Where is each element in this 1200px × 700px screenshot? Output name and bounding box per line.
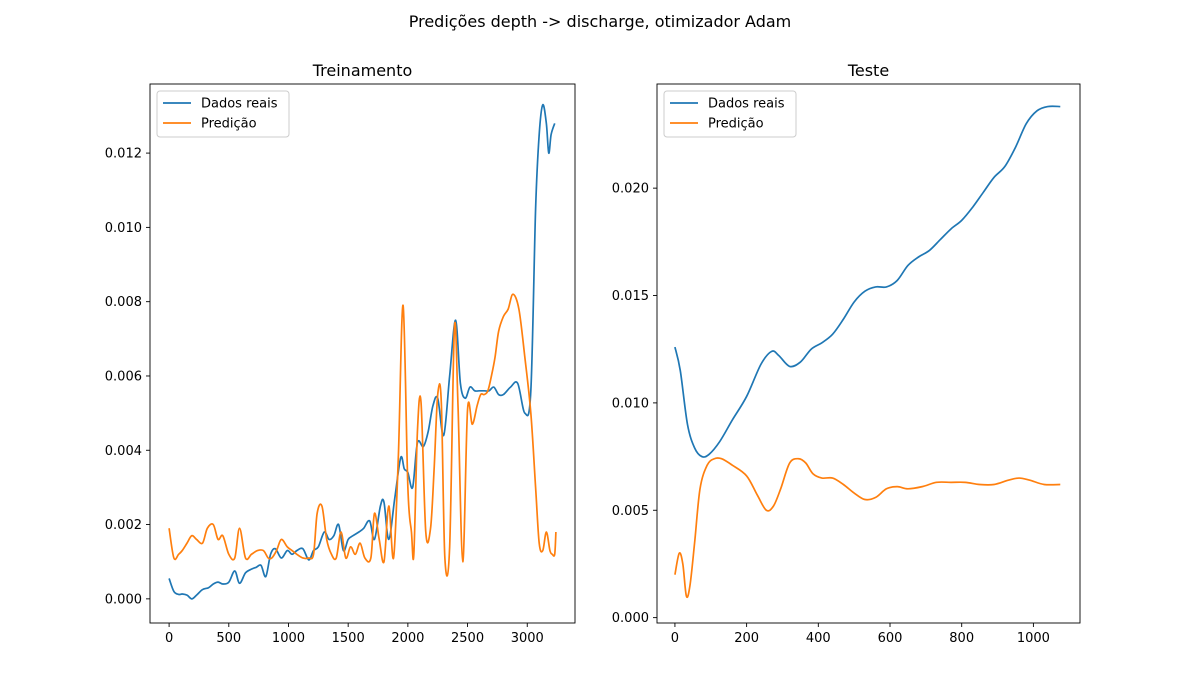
legend: Dados reais Predição: [156, 90, 290, 138]
x-tick-label: 0: [671, 631, 679, 646]
x-tick-label: 600: [878, 631, 903, 646]
panel-treinamento: Treinamento 0 500 1000 1500 2000 2500 3000 0.000…: [105, 61, 576, 646]
panel-teste: Teste 0 200 400 600 800 1000 0.000 0.005 0.010 0.0…: [612, 61, 1081, 646]
y-tick-label: 0.008: [105, 295, 142, 310]
legend-label: Predição: [201, 117, 257, 132]
x-tick-label: 1000: [1017, 631, 1050, 646]
y-tick-label: 0.000: [105, 592, 142, 607]
subplot-title: Treinamento: [312, 61, 413, 80]
legend-label: Dados reais: [708, 97, 785, 112]
figure-title: Predições depth -> discharge, otimizador…: [409, 12, 792, 31]
x-tick-label: 800: [949, 631, 974, 646]
x-tick-label: 1000: [272, 631, 305, 646]
series-line-predicao: [168, 293, 557, 577]
subplot-title: Teste: [847, 61, 889, 80]
axes-frame: [656, 83, 1081, 624]
y-tick-label: 0.015: [612, 289, 649, 304]
x-tick-label: 0: [165, 631, 173, 646]
y-tick-label: 0.012: [105, 147, 142, 162]
series-line-dados-reais: [168, 103, 556, 600]
y-tick-label: 0.006: [105, 369, 142, 384]
y-tick-label: 0.010: [612, 396, 649, 411]
y-tick-label: 0.010: [105, 221, 142, 236]
x-tick-label: 1500: [332, 631, 365, 646]
y-tick-label: 0.005: [612, 504, 649, 519]
x-tick-label: 2000: [391, 631, 424, 646]
x-tick-label: 500: [216, 631, 241, 646]
x-tick-label: 200: [734, 631, 759, 646]
y-tick-label: 0.020: [612, 182, 649, 197]
legend-label: Predição: [708, 117, 764, 132]
legend: Dados reais Predição: [663, 90, 797, 138]
legend-label: Dados reais: [201, 97, 278, 112]
x-tick-label: 3000: [511, 631, 544, 646]
series-line-dados-reais: [674, 105, 1061, 458]
x-tick-label: 2500: [451, 631, 484, 646]
axes-frame: [149, 83, 576, 624]
series-group: [674, 105, 1061, 599]
series-line-predicao: [674, 457, 1061, 599]
y-tick-label: 0.002: [105, 518, 142, 533]
series-group: [168, 103, 557, 600]
x-tick-label: 400: [806, 631, 831, 646]
y-tick-label: 0.004: [105, 444, 142, 459]
y-tick-label: 0.000: [612, 611, 649, 626]
